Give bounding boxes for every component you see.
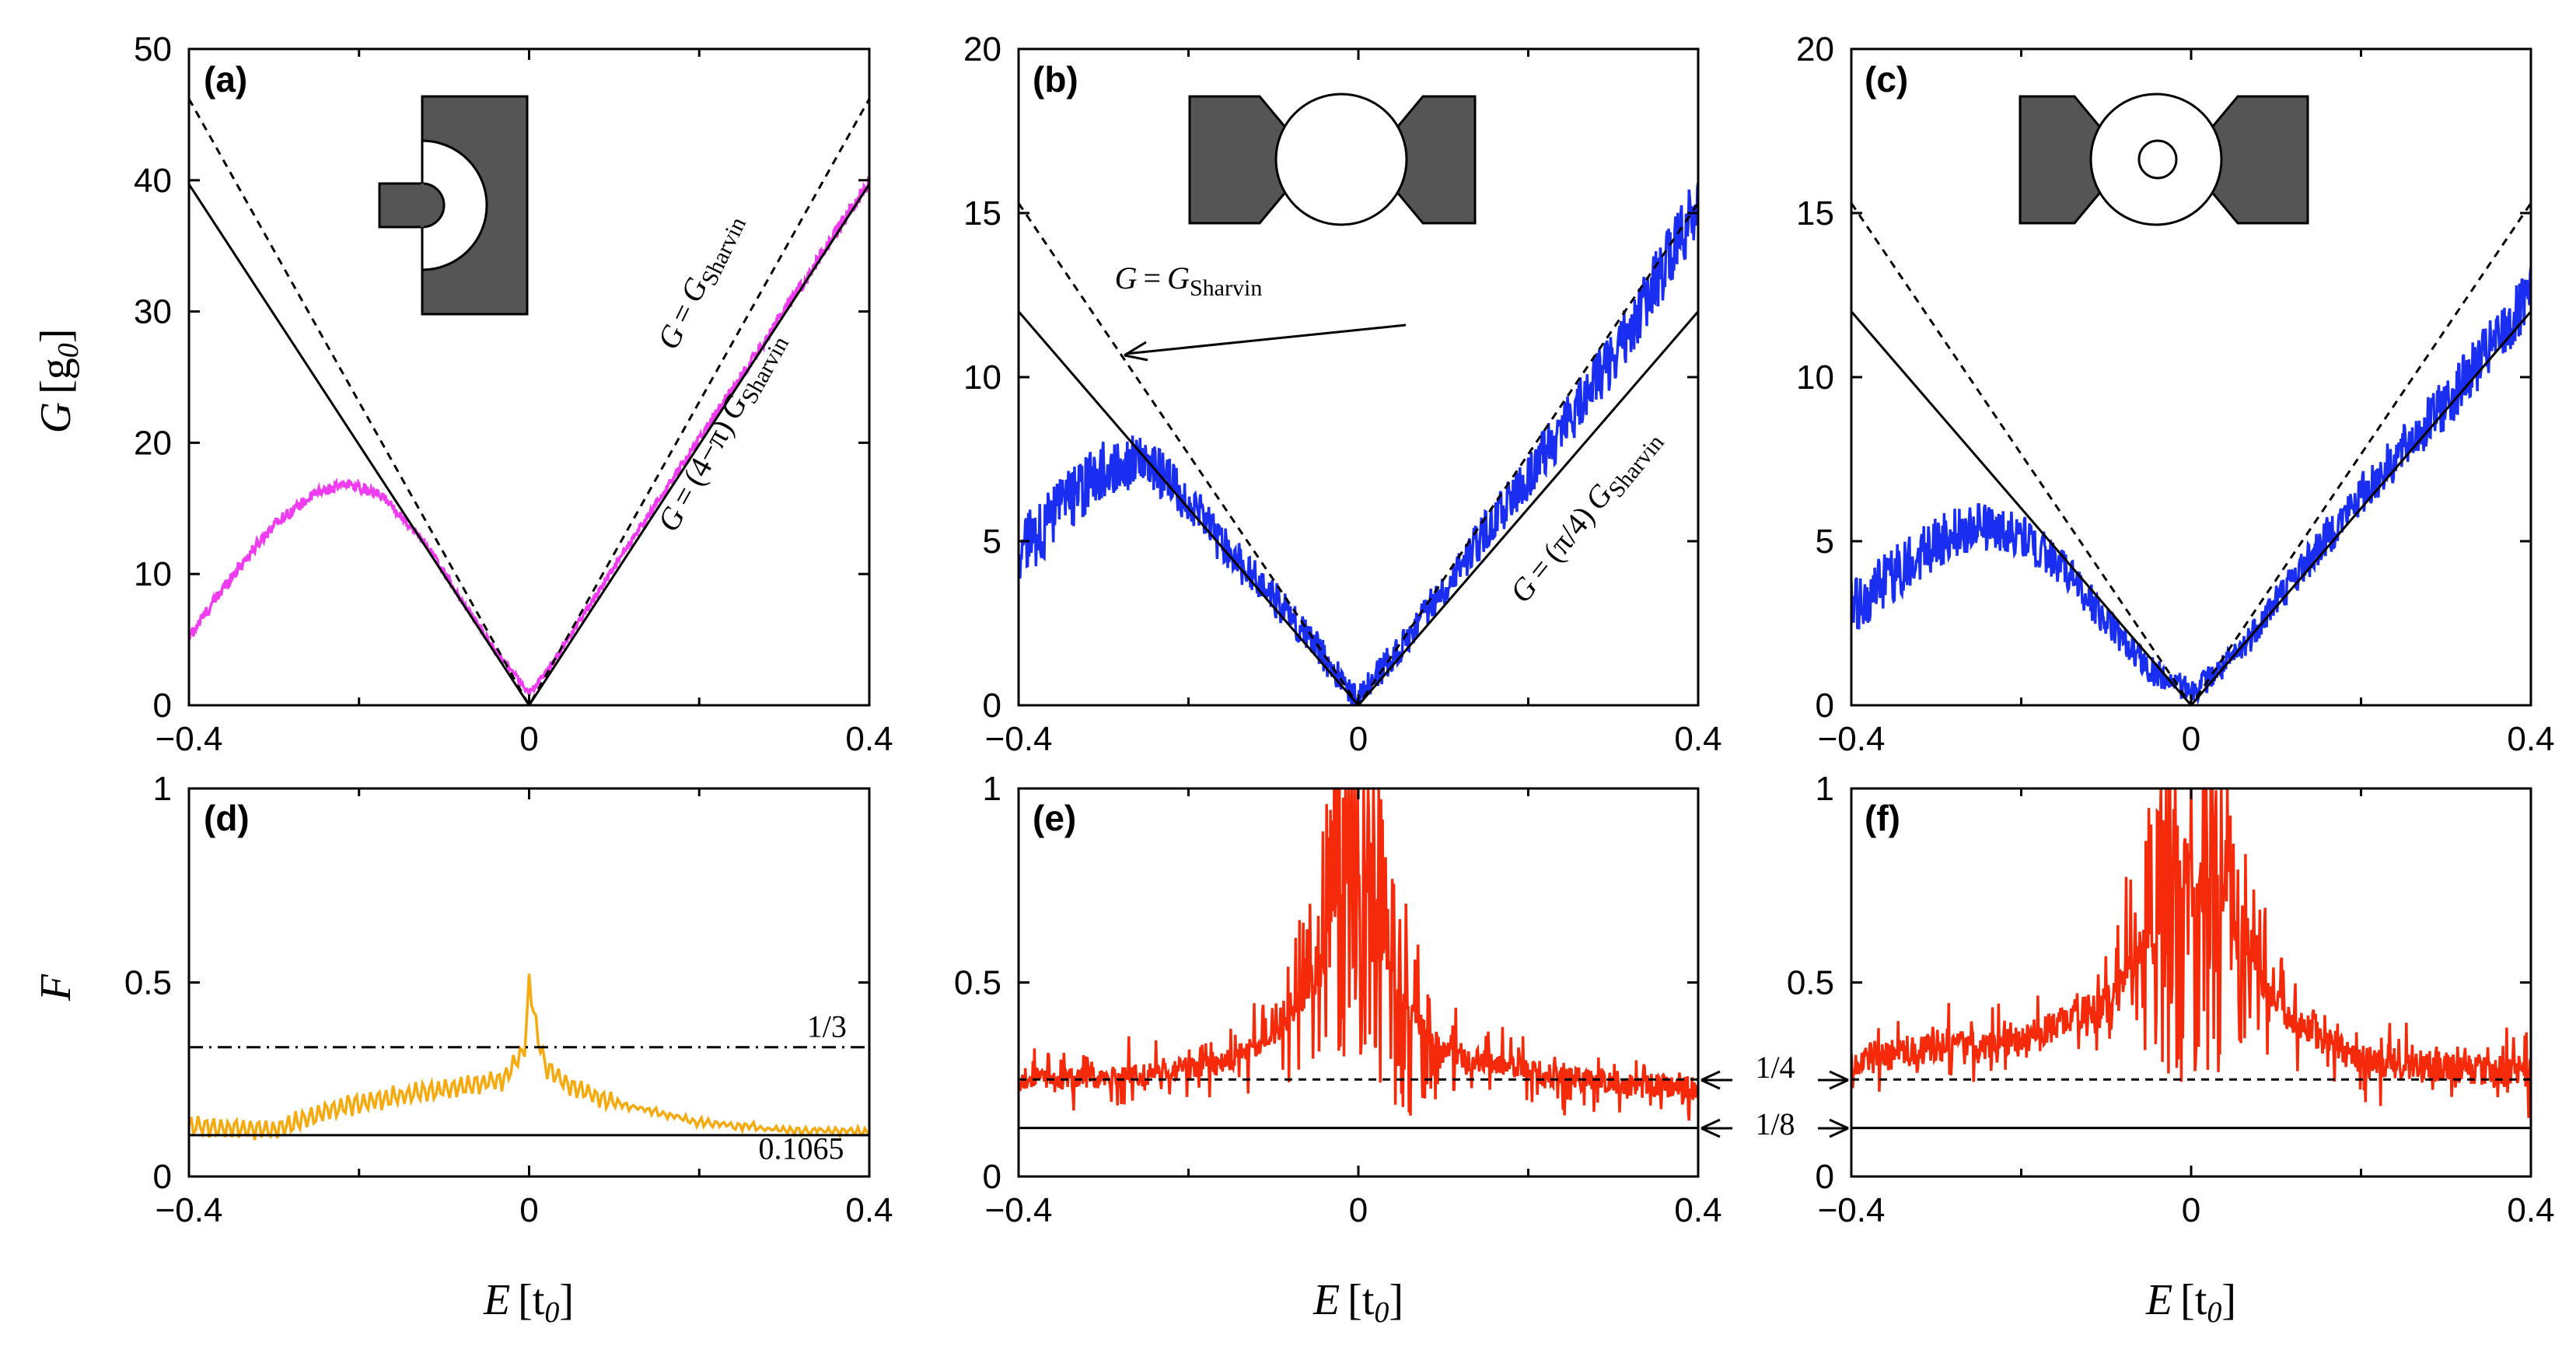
panel-c-label: (c) <box>1865 59 1908 100</box>
y-tick-label: 0 <box>1816 1158 1834 1196</box>
y-tick-label: 20 <box>1796 30 1834 68</box>
x-tick-label: −0.4 <box>1818 1191 1886 1229</box>
y-tick-label: 5 <box>983 523 1001 561</box>
y-tick-label: 10 <box>963 358 1001 397</box>
annotation-text: 0.1065 <box>759 1131 844 1166</box>
x-axis-title-f: E [t0] <box>2145 1276 2236 1329</box>
x-tick-label: −0.4 <box>156 1191 223 1229</box>
x-tick-label: 0 <box>2182 1191 2200 1229</box>
panel-e: −0.4 0 0.400.51 (e) <box>954 770 1722 1229</box>
panel-d-label: (d) <box>204 798 250 838</box>
x-axis-title-d: E [t0] <box>483 1276 574 1329</box>
panel-b-label: (b) <box>1033 59 1078 100</box>
panel-d: −0.4 0 0.400.51 (d) 1/30.1065 <box>124 770 893 1229</box>
label-one-quarter: 1/4 <box>1755 1050 1795 1085</box>
panel-a-label: (a) <box>204 59 247 100</box>
x-tick-label: −0.4 <box>985 720 1053 758</box>
y-tick-label: 15 <box>963 194 1001 232</box>
y-tick-label: 40 <box>134 162 172 200</box>
inset-b-circular-cavity <box>1188 93 1477 226</box>
y-tick-label: 0.5 <box>1787 964 1834 1002</box>
y-tick-label: 0 <box>983 1158 1001 1196</box>
label-one-eighth: 1/8 <box>1755 1107 1795 1141</box>
inset-c-annular-cavity <box>2019 93 2309 226</box>
y-tick-label: 0.5 <box>954 964 1001 1002</box>
y-tick-label: 1 <box>153 770 172 808</box>
inset-a-half-disk-cavity <box>378 95 529 316</box>
x-tick-label: 0 <box>519 1191 538 1229</box>
y-tick-label: 0 <box>153 1158 172 1196</box>
x-tick-label: 0.4 <box>1674 1191 1721 1229</box>
annotation-text: G=GSharvin <box>1115 260 1263 301</box>
y-tick-label: 10 <box>134 555 172 593</box>
y-tick-label: 0.5 <box>124 964 172 1002</box>
y-tick-label: 0 <box>983 687 1001 725</box>
x-tick-label: 0.4 <box>2507 1191 2554 1229</box>
x-tick-label: 0.4 <box>845 1191 893 1229</box>
series-c-g-4-g-sharvin <box>1851 310 2531 705</box>
y-tick-label: 10 <box>1796 358 1834 397</box>
series-b-g-g-sharvin <box>1019 202 1698 705</box>
series-c-g-simulation- <box>1851 267 2531 705</box>
annotation-arrow-b <box>1125 323 1407 355</box>
y-tick-label: 20 <box>134 424 172 462</box>
x-tick-label: 0.4 <box>2507 720 2554 758</box>
series-a-g-g-sharvin <box>189 98 869 705</box>
x-tick-label: −0.4 <box>156 720 223 758</box>
y-tick-label: 50 <box>134 30 172 68</box>
x-tick-label: −0.4 <box>1818 720 1886 758</box>
y-tick-label: 5 <box>1816 523 1834 561</box>
series-d-f-simulation- <box>189 974 869 1141</box>
panel-e-label: (e) <box>1033 798 1076 838</box>
y-tick-label: 0 <box>153 687 172 725</box>
y-tick-label: 30 <box>134 293 172 331</box>
y-tick-label: 20 <box>963 30 1001 68</box>
annotation-text: 1/3 <box>807 1009 847 1044</box>
y-tick-label: 15 <box>1796 194 1834 232</box>
panel-f: −0.4 0 0.400.51 (f) <box>1787 770 2555 1229</box>
series-f-f-simulation- <box>1851 788 2531 1118</box>
x-tick-label: 0 <box>1349 1191 1368 1229</box>
x-tick-label: 0 <box>519 720 538 758</box>
x-axis-title-e: E [t0] <box>1312 1276 1403 1329</box>
series-a-g-simulation- <box>189 176 869 697</box>
y-axis-title-top: G[g0] <box>32 329 85 434</box>
y-tick-label: 1 <box>983 770 1001 808</box>
x-tick-label: 0 <box>1349 720 1368 758</box>
series-b-g-4-g-sharvin <box>1019 310 1698 705</box>
x-tick-label: −0.4 <box>985 1191 1053 1229</box>
series-c-g-g-sharvin <box>1851 202 2531 705</box>
y-tick-label: 0 <box>1816 687 1834 725</box>
shared-ratio-arrows: 1/4 1/8 <box>1700 1050 1849 1145</box>
series-a-g-4-g-sharvin <box>189 184 869 705</box>
panel-f-label: (f) <box>1865 798 1900 838</box>
annotation-text: G=(π/4)GSharvin <box>1503 421 1669 613</box>
y-tick-label: 1 <box>1816 770 1834 808</box>
x-tick-label: 0.4 <box>1674 720 1721 758</box>
annotation-arrowhead-b <box>1124 341 1148 362</box>
series-e-f-simulation- <box>1019 788 1698 1121</box>
annotation-text: G=(4−π)GSharvin <box>650 325 794 540</box>
y-axis-title-bottom: F <box>32 974 80 1002</box>
x-tick-label: 0.4 <box>845 720 893 758</box>
x-tick-label: 0 <box>2182 720 2200 758</box>
